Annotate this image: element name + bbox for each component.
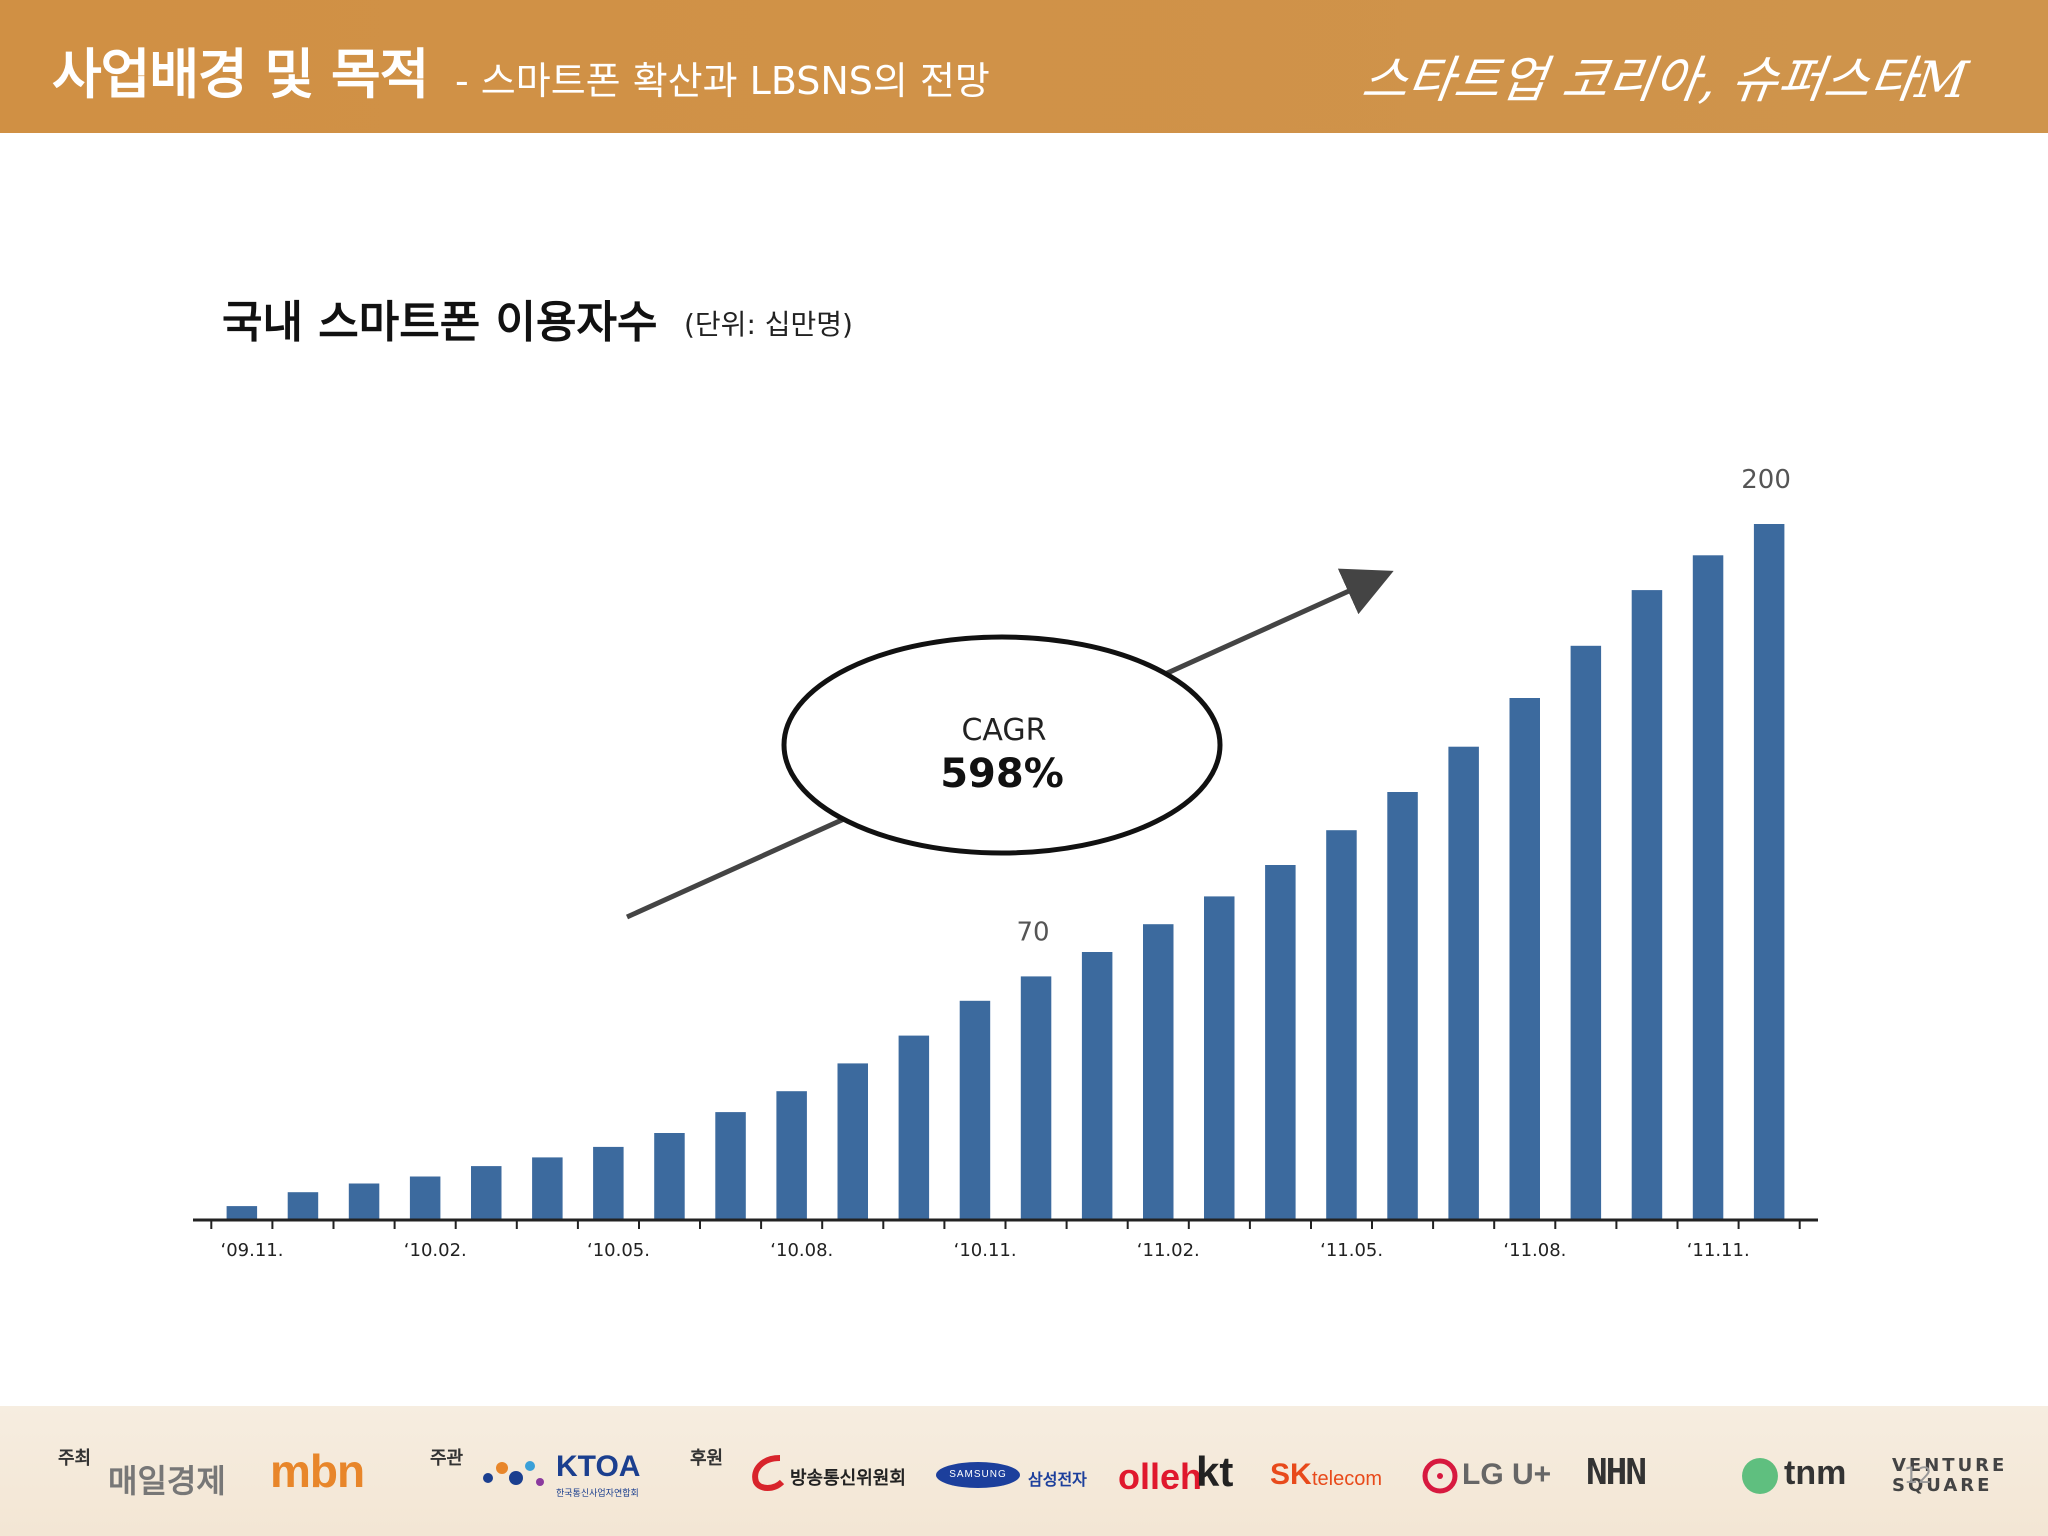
x-tick-label: ‘11.02. (1137, 1240, 1200, 1261)
ktoa-logo: KTOA (556, 1450, 641, 1483)
bar-'10.09. (837, 1063, 868, 1220)
bar-'11.06. (1387, 792, 1418, 1220)
x-tick-label: ‘10.05. (587, 1240, 650, 1261)
venture-square-logo: VENTURE SQUARE (1892, 1456, 2007, 1496)
bar-'10.05. (593, 1146, 624, 1220)
x-tick-label: ‘10.02. (404, 1240, 467, 1261)
bar-'10.08. (776, 1091, 807, 1220)
organizer-label: 주관 (430, 1448, 464, 1469)
sponsor-label: 후원 (690, 1448, 724, 1469)
olleh-logo: olleh (1118, 1456, 1203, 1497)
bar-chart: ‘09.11. ‘10.02. ‘10.05. ‘10.08. ‘10.11. ‘11.0… (193, 465, 1818, 1261)
bar-'10.07. (715, 1112, 746, 1220)
kt-logo: kt (1196, 1448, 1234, 1495)
bar-'11.02. (1143, 924, 1174, 1220)
bar-'11.11. (1692, 555, 1724, 1220)
slide-subtitle: - 스마트폰 확산과 LBSNS의 전망 (455, 59, 990, 103)
kcc-logo: 방송통신위원회 (790, 1468, 906, 1489)
cagr-label: CAGR (961, 713, 1046, 748)
sponsor-footer: 주최 매일경제 mbn 주관 KTOA 한국통신사업자연합회 후원 방송통신위원… (0, 1406, 2048, 1536)
slide-title: 사업배경 및 목적 (52, 43, 429, 106)
tnm-logo: tnm (1784, 1454, 1847, 1492)
bar-'10.02. (409, 1176, 441, 1220)
x-tick-label: ‘10.11. (954, 1240, 1017, 1261)
bar-'11.12. (1753, 524, 1785, 1220)
chart-unit: (단위: 십만명) (684, 308, 853, 341)
tnm-circle-icon (1740, 1456, 1780, 1500)
bar-'11.01. (1081, 952, 1113, 1220)
cagr-value: 598% (940, 751, 1064, 797)
sk-logo: SK (1270, 1458, 1312, 1491)
lg-face-icon (1422, 1458, 1458, 1498)
sk-telecom-logo: telecom (1312, 1468, 1383, 1490)
kcc-swoosh-icon (748, 1452, 788, 1496)
x-tick-label: ‘11.11. (1687, 1240, 1750, 1261)
nhn-logo: NHN (1586, 1452, 1647, 1493)
venture-line-1: VENTURE (1892, 1455, 2008, 1476)
bar-'10.04. (532, 1157, 563, 1220)
bar-'10.12. (1020, 976, 1052, 1220)
x-tick-label: ‘09.11. (221, 1240, 284, 1261)
x-tick-label: ‘10.08. (770, 1240, 833, 1261)
page-number: 12 (1904, 1464, 1932, 1489)
bar-'10.11. (959, 1000, 991, 1220)
ktoa-dots-icon (480, 1454, 550, 1498)
data-label: 200 (1741, 465, 1791, 495)
bar-'11.04. (1265, 865, 1296, 1220)
bar-'11.03. (1204, 896, 1235, 1220)
bar-'11.10. (1631, 590, 1663, 1220)
chart-title: 국내 스마트폰 이용자수 (222, 297, 658, 348)
bar-'09.11. (226, 1206, 258, 1220)
bar-'11.08. (1509, 698, 1540, 1220)
bar-'10.10. (898, 1035, 930, 1220)
mbn-logo: mbn (270, 1445, 365, 1497)
x-tick-label: ‘11.08. (1503, 1240, 1566, 1261)
samsung-oval-logo: SAMSUNG (936, 1462, 1020, 1488)
samsung-logo: 삼성전자 (1028, 1470, 1087, 1489)
bar-'11.09. (1570, 645, 1602, 1220)
cagr-ellipse (781, 634, 1223, 856)
bar-'10.03. (471, 1166, 502, 1220)
bar-'11.05. (1326, 830, 1357, 1220)
bar-'10.06. (654, 1133, 685, 1220)
host-label: 주최 (58, 1448, 92, 1469)
bar-'10.01. (348, 1183, 380, 1220)
bar-'09.12. (287, 1192, 319, 1220)
venture-line-2: SQUARE (1892, 1475, 1993, 1496)
bar-'11.07. (1448, 746, 1479, 1220)
ktoa-sub: 한국통신사업자연합회 (556, 1489, 639, 1499)
x-tick-label: ‘11.05. (1320, 1240, 1383, 1261)
lgu-logo: LG U+ (1462, 1458, 1552, 1491)
maeil-logo: 매일경제 (108, 1462, 226, 1500)
header-bar: 사업배경 및 목적 - 스마트폰 확산과 LBSNS의 전망 스타트업 코리아,… (0, 0, 2048, 133)
data-label: 70 (1016, 917, 1049, 947)
